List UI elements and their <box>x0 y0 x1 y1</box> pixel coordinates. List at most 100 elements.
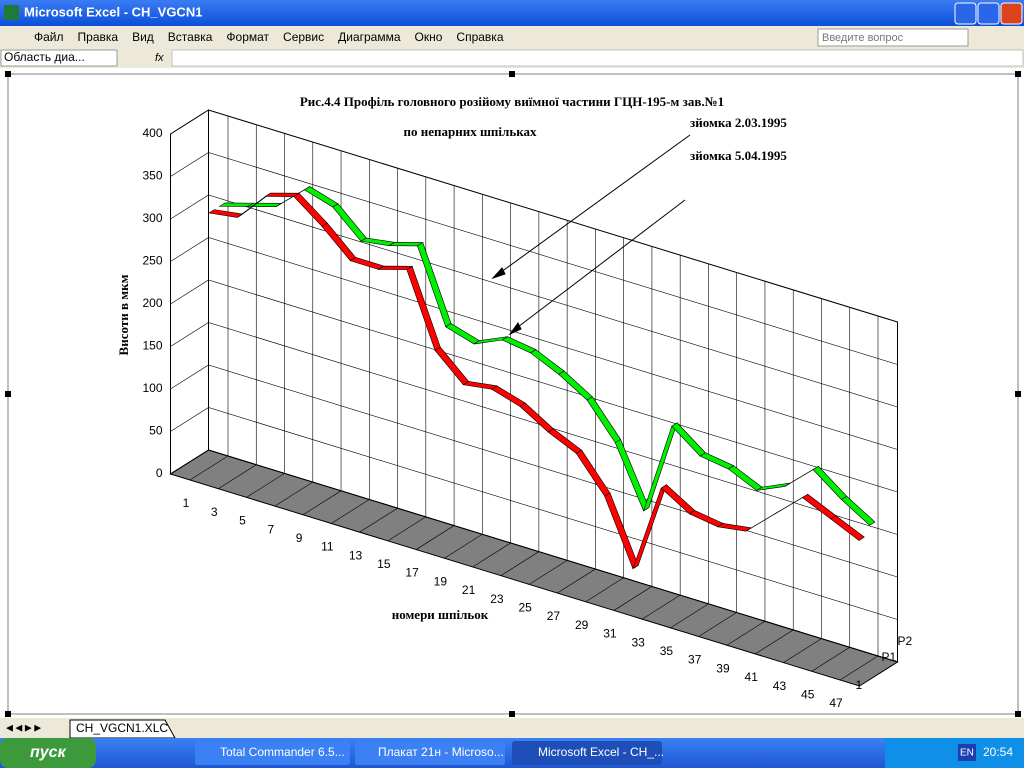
x-tick-label: 9 <box>296 531 303 545</box>
menu: Файл Правка Вид Вставка Формат Сервис Диаграмм… <box>34 30 504 44</box>
lang-indicator[interactable] <box>958 744 976 761</box>
window-title: Microsoft Excel - CH_VGCN1 <box>24 4 202 19</box>
grid-line <box>839 316 879 681</box>
y-tick-label: 200 <box>142 296 162 310</box>
x-tick-label: 17 <box>405 566 419 580</box>
y-tick-label: 350 <box>142 169 162 183</box>
x-tick-label: 47 <box>829 696 843 710</box>
grid-line <box>302 150 342 516</box>
task-label: Total Commander 6.5... <box>220 745 345 759</box>
x-tick-label: 25 <box>518 601 532 615</box>
ribbon-segment <box>840 495 876 526</box>
grid-line <box>274 142 314 507</box>
menu-item[interactable]: Диаграмма <box>338 30 401 44</box>
grid-line <box>170 449 898 663</box>
maximize-button[interactable] <box>977 2 1000 25</box>
system-tray <box>885 738 1024 768</box>
grid-line <box>444 194 483 559</box>
x-tick-label: 35 <box>660 644 674 658</box>
grid-line <box>528 220 568 585</box>
grid-line <box>170 237 898 450</box>
grid-line <box>246 133 285 498</box>
y-tick-label: 50 <box>149 424 163 438</box>
grid-line <box>170 152 898 365</box>
x-tick-label: 27 <box>547 609 561 623</box>
grid-line <box>642 255 681 620</box>
y-tick-label: 400 <box>142 126 162 140</box>
lang-label: EN <box>960 748 974 759</box>
menu-item[interactable]: Справка <box>456 30 503 44</box>
fx-label: fx <box>155 52 164 64</box>
help-box[interactable] <box>817 28 969 47</box>
chart-title: Рис.4.4 Профіль головного розійому виїмн… <box>300 94 724 109</box>
grid-line <box>698 272 737 637</box>
menu-item[interactable]: Вид <box>132 30 154 44</box>
grid-line <box>783 298 822 663</box>
menu-item[interactable]: Окно <box>415 30 443 44</box>
selection-handles <box>5 71 1021 717</box>
ribbon-segment <box>830 515 865 541</box>
x-tick-label: 39 <box>716 661 730 675</box>
formula-input[interactable] <box>171 49 1024 67</box>
menu-item[interactable]: Сервис <box>283 30 324 44</box>
y-tick-label: 100 <box>142 381 162 395</box>
tab-nav[interactable]: ◀ ◀ ▶ ▶ <box>6 722 41 732</box>
grid-line <box>387 176 427 542</box>
task-label: Microsoft Excel - CH_... <box>538 745 664 759</box>
grid-line <box>170 322 898 535</box>
annotation: зйомка 2.03.1995 <box>690 115 787 130</box>
sheet-tab-bar <box>0 718 1024 738</box>
grid-line <box>170 109 898 323</box>
menu-item[interactable]: Правка <box>78 30 119 44</box>
grid-line <box>613 246 653 611</box>
task-button[interactable] <box>512 741 662 765</box>
x-tick-label: 21 <box>462 583 476 597</box>
grid-line <box>500 211 540 576</box>
task-button[interactable] <box>195 741 350 765</box>
menu-item[interactable]: Файл <box>34 30 64 44</box>
x-tick-label: 3 <box>211 505 218 519</box>
help-box-text: Введите вопрос <box>822 32 904 44</box>
x-tick-label: 31 <box>603 627 617 641</box>
x-tick-label: 33 <box>631 635 645 649</box>
grid-line <box>670 263 709 629</box>
grid-line <box>170 364 898 578</box>
grid-line <box>755 289 794 655</box>
x-tick-label: 11 <box>321 540 334 554</box>
grid-line <box>331 159 370 524</box>
close-button[interactable] <box>1000 2 1023 25</box>
menu-bar <box>0 26 1024 48</box>
grid-line <box>415 185 455 550</box>
x-tick-label: 45 <box>801 687 815 701</box>
x-tick-label: 37 <box>688 653 702 667</box>
grid-line <box>218 124 257 489</box>
start-label: пуск <box>30 744 67 761</box>
name-box-text: Область диа... <box>4 50 85 64</box>
app-icon <box>4 5 19 20</box>
grid-line <box>811 307 851 672</box>
menu-item[interactable]: Формат <box>226 30 269 44</box>
name-box[interactable] <box>0 49 118 67</box>
grid-line <box>557 229 596 594</box>
menu-item[interactable]: Вставка <box>168 30 213 44</box>
grid-line <box>585 237 624 602</box>
minimize-button[interactable] <box>954 2 977 25</box>
x-tick-label: 23 <box>490 592 504 606</box>
y-tick-label: 250 <box>142 254 162 268</box>
start-button[interactable] <box>0 738 96 768</box>
y-tick-label: 150 <box>142 339 162 353</box>
task-button[interactable] <box>355 741 505 765</box>
grid-line <box>189 116 229 481</box>
annotation-arrows <box>491 134 691 336</box>
x-axis-label: номери шпільок <box>392 607 489 622</box>
title-bar <box>0 0 1024 26</box>
depth-label: 1 <box>856 678 863 692</box>
y-tick-label: 300 <box>142 211 162 225</box>
x-tick-label: 43 <box>773 679 787 693</box>
x-tick-label: 19 <box>434 574 448 588</box>
chart-subtitle: по непарних шпільках <box>404 124 537 139</box>
grid-line <box>170 194 898 408</box>
annotation: зйомка 5.04.1995 <box>690 148 787 163</box>
grid-line <box>359 168 398 533</box>
